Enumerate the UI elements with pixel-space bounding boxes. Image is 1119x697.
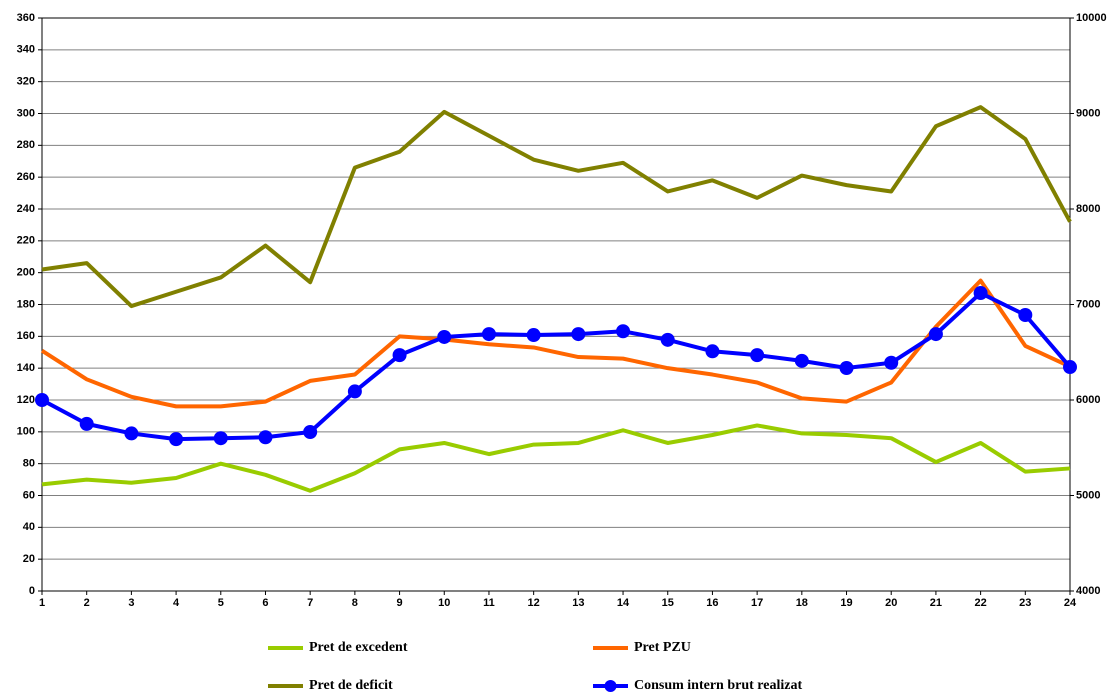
- x-tick-label: 9: [397, 597, 403, 609]
- series-line: [41, 291, 1072, 442]
- x-tick-label: 8: [352, 597, 358, 609]
- x-tick-label: 22: [974, 597, 986, 609]
- y-tick-label: 280: [17, 139, 35, 151]
- point: [839, 361, 854, 376]
- y-tick-label: 140: [17, 362, 35, 374]
- y-tick-label: 340: [17, 44, 35, 56]
- point: [258, 430, 273, 445]
- point: [705, 344, 720, 359]
- point: [616, 324, 631, 339]
- y2-tick-label: 6000: [1076, 394, 1100, 406]
- x-tick-label: 15: [662, 597, 674, 609]
- point: [973, 286, 988, 301]
- point: [347, 384, 362, 399]
- y2-tick-label: 8000: [1076, 203, 1100, 215]
- y-tick-label: 220: [17, 235, 35, 247]
- y-tick-label: 300: [17, 107, 35, 119]
- x-tick-label: 17: [751, 597, 763, 609]
- y2-tick-label: 9000: [1076, 107, 1100, 119]
- legend-marker: [604, 680, 617, 692]
- y2-tick-label: 7000: [1076, 298, 1100, 310]
- y-tick-label: 180: [17, 298, 35, 310]
- y2-tick-label: 4000: [1076, 585, 1100, 597]
- series-line: [41, 423, 1071, 493]
- y-tick-label: 20: [23, 553, 35, 565]
- y-tick-label: 0: [29, 585, 35, 597]
- x-tick-label: 5: [218, 597, 224, 609]
- point: [213, 431, 228, 446]
- x-tick-label: 24: [1064, 597, 1077, 609]
- point: [1063, 360, 1077, 375]
- y-tick-label: 40: [23, 521, 35, 533]
- point: [392, 348, 407, 363]
- x-tick-label: 6: [262, 597, 268, 609]
- point: [928, 327, 943, 342]
- point: [169, 432, 184, 447]
- y-tick-label: 60: [23, 489, 35, 501]
- legend-label: Pret de deficit: [309, 678, 393, 693]
- point: [1018, 308, 1033, 323]
- y-tick-label: 100: [17, 426, 35, 438]
- y-tick-label: 200: [17, 267, 35, 279]
- y2-tick-label: 5000: [1076, 489, 1100, 501]
- y-tick-label: 320: [17, 76, 35, 88]
- x-tick-label: 3: [128, 597, 134, 609]
- x-tick-label: 10: [438, 597, 450, 609]
- point: [794, 353, 809, 368]
- point: [303, 424, 318, 439]
- point: [660, 332, 675, 347]
- y-tick-label: 240: [17, 203, 35, 215]
- x-tick-label: 14: [617, 597, 630, 609]
- point: [526, 328, 541, 343]
- x-tick-label: 7: [307, 597, 313, 609]
- point: [571, 327, 586, 342]
- series-line: [41, 105, 1072, 309]
- x-tick-label: 21: [930, 597, 942, 609]
- x-tick-label: 16: [706, 597, 718, 609]
- y-tick-label: 160: [17, 330, 35, 342]
- x-tick-label: 11: [483, 597, 495, 609]
- point: [437, 329, 452, 344]
- x-tick-label: 12: [528, 597, 540, 609]
- y-tick-label: 120: [17, 394, 35, 406]
- series-line: [40, 278, 1071, 409]
- x-tick-label: 20: [885, 597, 897, 609]
- y-tick-label: 360: [17, 12, 35, 24]
- point: [124, 426, 139, 441]
- y-tick-label: 260: [17, 171, 35, 183]
- x-tick-label: 2: [84, 597, 90, 609]
- point: [79, 416, 94, 431]
- point: [35, 393, 49, 407]
- point: [884, 355, 899, 370]
- x-tick-label: 1: [39, 597, 45, 609]
- legend-label: Pret de excedent: [309, 640, 408, 655]
- legend-label: Pret PZU: [634, 640, 691, 655]
- y-tick-label: 80: [23, 458, 35, 470]
- x-tick-label: 23: [1019, 597, 1031, 609]
- x-tick-label: 18: [796, 597, 808, 609]
- point: [750, 348, 765, 363]
- point: [481, 327, 496, 342]
- y2-tick-label: 10000: [1076, 12, 1107, 24]
- x-tick-label: 4: [173, 597, 180, 609]
- x-tick-label: 19: [840, 597, 852, 609]
- plot-frame: [41, 17, 1071, 592]
- legend-label: Consum intern brut realizat: [634, 678, 802, 693]
- x-tick-label: 13: [572, 597, 584, 609]
